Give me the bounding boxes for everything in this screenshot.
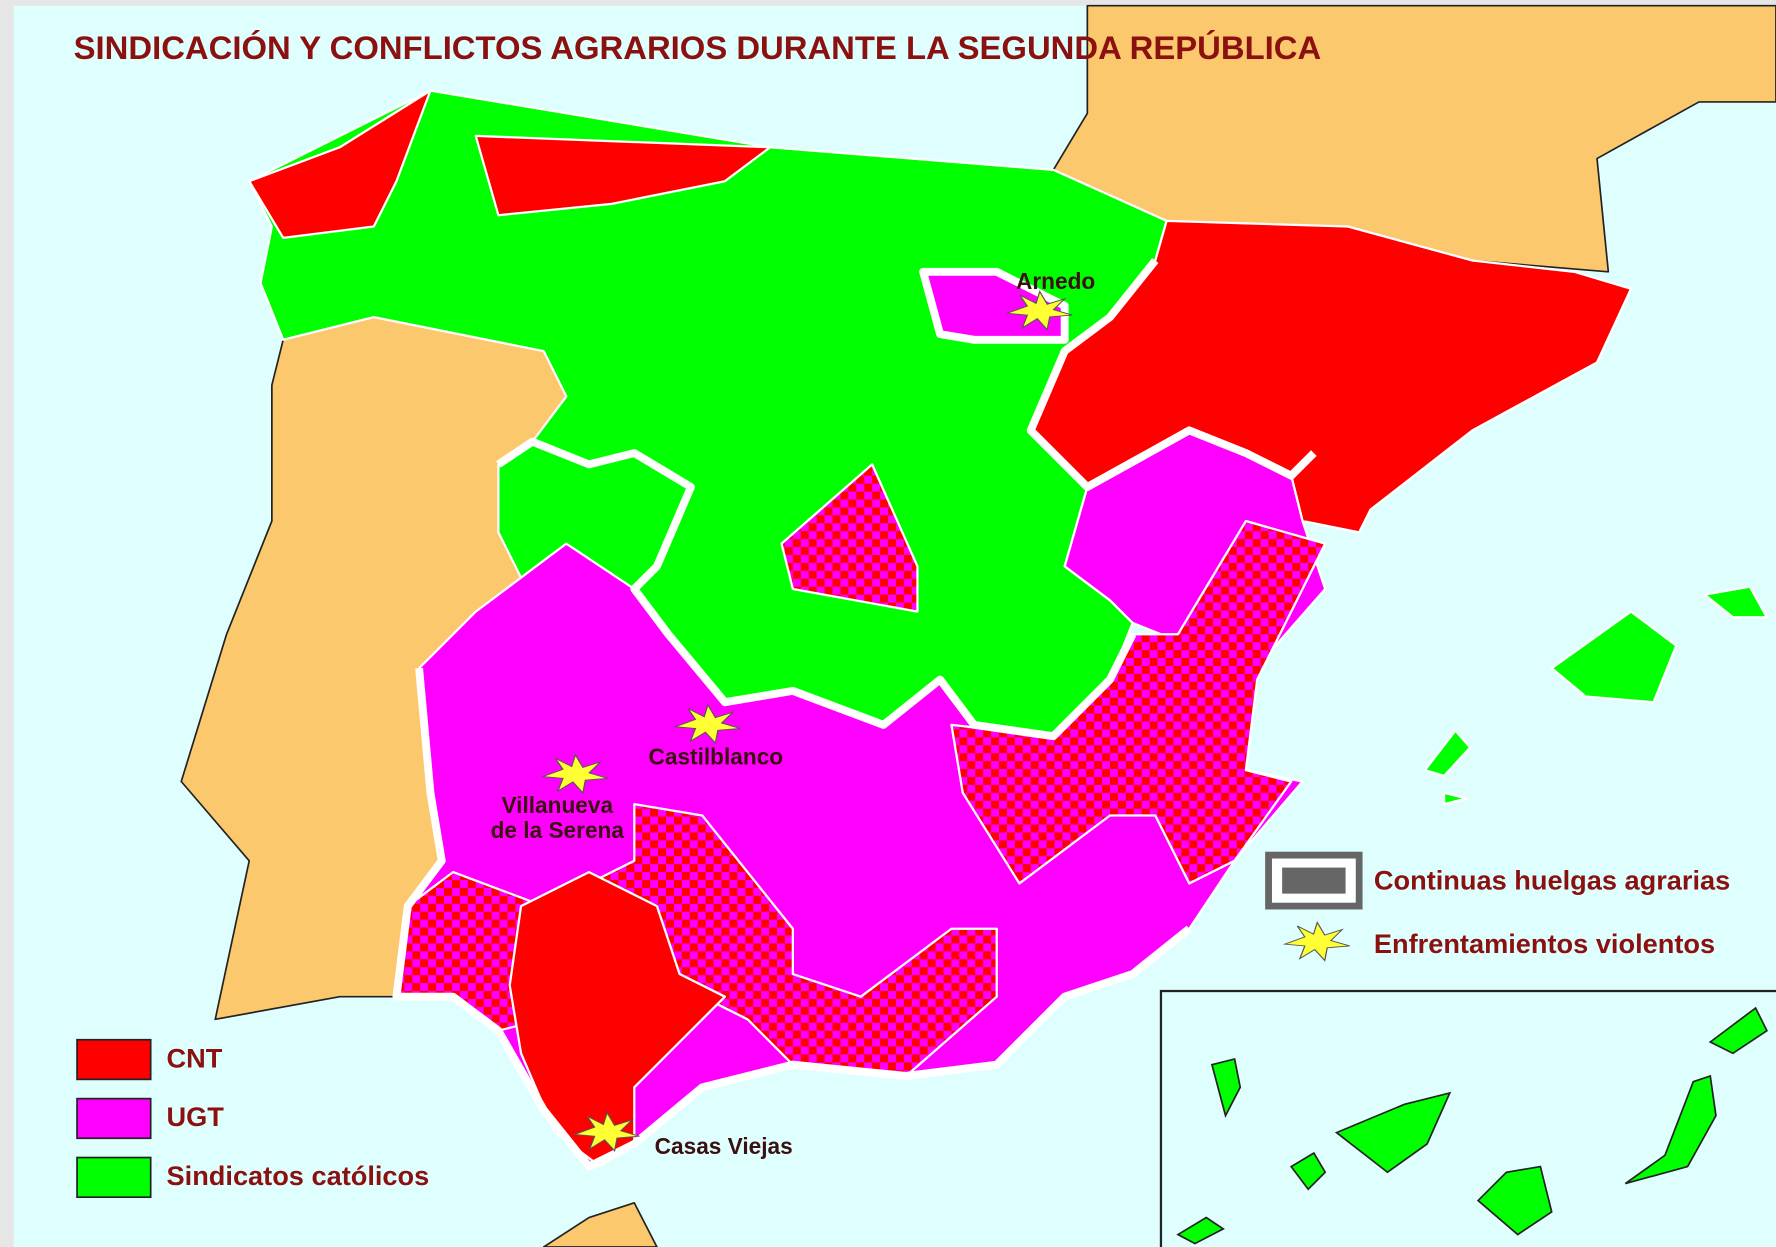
place-label: Arnedo xyxy=(1016,268,1095,294)
region-mixed xyxy=(780,463,919,613)
island xyxy=(1442,791,1468,806)
island xyxy=(1624,1074,1717,1185)
island xyxy=(1708,1006,1768,1055)
legend-swatch xyxy=(76,1097,152,1140)
legend: CNT UGT Sindicatos católicos xyxy=(76,1038,430,1199)
region-cnt xyxy=(474,134,772,217)
island xyxy=(1289,1151,1327,1191)
legend-label: CNT xyxy=(167,1042,223,1073)
island xyxy=(1476,1165,1553,1236)
place-label: de la Serena xyxy=(491,817,625,843)
place-label: Casas Viejas xyxy=(655,1133,793,1159)
place-label: Villanueva xyxy=(501,792,613,818)
legend-swatch xyxy=(76,1038,152,1081)
canary-inset xyxy=(1159,989,1776,1247)
region-cnt xyxy=(508,870,727,1168)
map-title: SINDICACIÓN Y CONFLICTOS AGRARIOS DURANT… xyxy=(74,29,1322,66)
strike-outline xyxy=(392,667,1192,1171)
island xyxy=(1176,1216,1225,1245)
legend-swatch xyxy=(76,1156,152,1199)
canary-islands xyxy=(1176,1006,1768,1245)
strike-outline xyxy=(496,437,1137,741)
key-label: Continuas huelgas agrarias xyxy=(1374,864,1730,895)
island xyxy=(1210,1057,1242,1118)
strike-key-fill xyxy=(1282,867,1346,894)
place-label: Castilblanco xyxy=(649,744,784,770)
strike-outline xyxy=(919,267,1069,344)
strike-outline xyxy=(1026,258,1317,491)
legend-label: UGT xyxy=(167,1101,225,1132)
island xyxy=(1423,729,1472,777)
island xyxy=(1550,610,1678,704)
strike-outlines xyxy=(392,258,1317,1171)
key-label: Enfrentamientos violentos xyxy=(1374,928,1715,959)
island xyxy=(1334,1091,1452,1174)
island xyxy=(1703,585,1769,619)
africa xyxy=(542,1201,658,1247)
region-cnt xyxy=(248,89,432,239)
legend-label: Sindicatos católicos xyxy=(167,1160,430,1191)
